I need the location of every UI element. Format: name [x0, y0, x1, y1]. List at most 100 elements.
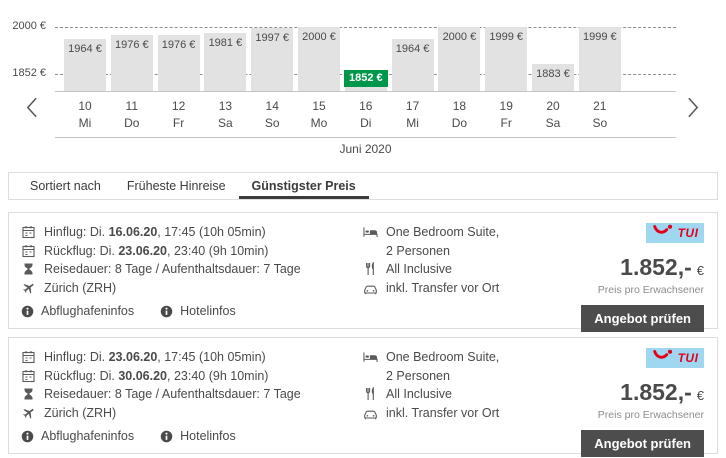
info-link-label: Hotelinfos: [180, 304, 236, 318]
car-icon: [363, 406, 378, 420]
bar-price-label: 1981 €: [208, 37, 243, 50]
date-weekday: Do: [124, 116, 140, 130]
check-offer-button[interactable]: Angebot prüfen: [581, 430, 704, 457]
price-bar[interactable]: 1981 €: [204, 33, 247, 91]
date-slot[interactable]: 13 Sa: [202, 98, 249, 132]
x-axis-line: [55, 91, 676, 92]
info-icon: [160, 430, 173, 443]
date-weekday: Mi: [78, 116, 92, 130]
restaurant-icon: [363, 262, 378, 276]
sort-tabbar: Sortiert nach Früheste Hinreise Günstigste…: [8, 172, 718, 200]
amenity-text: One Bedroom Suite, 2 Personen: [386, 225, 500, 258]
next-dates-button[interactable]: [682, 94, 704, 124]
flight-details: Hinflug: Di. 23.06.20, 17:45 (10h 05min)…: [21, 348, 363, 443]
price-value: 1.852,-: [620, 254, 692, 280]
flight-row: Rückflug: Di. 30.06.20, 23:40 (9h 10min): [21, 367, 363, 386]
flight-row: Reisedauer: 8 Tage / Aufenthaltsdauer: 7…: [21, 385, 363, 404]
date-weekday: Di: [360, 116, 372, 130]
bed-icon: [363, 350, 378, 364]
tui-logo: TUI: [646, 348, 704, 368]
date-slot[interactable]: 18 Do: [436, 98, 483, 132]
date-slot[interactable]: 14 So: [249, 98, 296, 132]
flight-row-text: Rückflug: Di. 23.06.20, 23:40 (9h 10min): [44, 243, 269, 258]
offer-list: Hinflug: Di. 16.06.20, 17:45 (10h 05min)…: [0, 212, 726, 457]
flight-row-text: Zürich (ZRH): [44, 280, 117, 295]
date-weekday: So: [264, 116, 280, 130]
info-links: Abflughafeninfos Hotelinfos: [21, 429, 363, 443]
price-bar[interactable]: 1964 €: [64, 38, 106, 91]
info-icon: [160, 305, 173, 318]
price-bar[interactable]: 2000 €: [298, 27, 340, 91]
tab-g-nstigster-preis[interactable]: Günstigster Preis: [239, 173, 369, 199]
flight-row: Zürich (ZRH): [21, 279, 363, 298]
date-slot[interactable]: 17 Mi: [389, 98, 436, 132]
amenity-text: inkl. Transfer vor Ort: [386, 280, 500, 295]
bar-price-label: 1976 €: [161, 38, 196, 51]
price-bar-selected[interactable]: 1852 €: [343, 70, 388, 91]
offer-card: Hinflug: Di. 23.06.20, 17:45 (10h 05min)…: [8, 337, 718, 457]
price-bar[interactable]: 1964 €: [391, 38, 434, 91]
plane-icon: [21, 406, 36, 420]
date-weekday: Fr: [500, 116, 512, 130]
price-bar[interactable]: 2000 €: [438, 27, 481, 91]
amenities: One Bedroom Suite, 2 Personen All Inclusiv…: [363, 223, 575, 317]
date-slot[interactable]: 15 Mo: [296, 98, 343, 132]
date-slot[interactable]: 10 Mi: [62, 98, 109, 132]
date-slot[interactable]: 19 Fr: [483, 98, 530, 132]
bar-price-label: 1976 €: [114, 38, 149, 51]
hourglass-icon: [21, 262, 36, 276]
price-bar[interactable]: 1999 €: [485, 27, 528, 91]
price-currency: €: [696, 388, 704, 403]
info-link-hotelinfos[interactable]: Hotelinfos: [160, 304, 236, 318]
info-link-hotelinfos[interactable]: Hotelinfos: [160, 429, 236, 443]
date-day: 10: [78, 99, 92, 113]
date-weekday: Sa: [545, 116, 561, 130]
info-link-abflughafeninfos[interactable]: Abflughafeninfos: [21, 429, 134, 443]
chevron-right-icon: [687, 96, 700, 122]
bar-price-label: 1964 €: [68, 42, 102, 55]
info-link-label: Abflughafeninfos: [41, 429, 135, 443]
month-separator-line: [55, 137, 676, 138]
price-bar[interactable]: 1976 €: [110, 34, 153, 91]
amenity-text: inkl. Transfer vor Ort: [386, 405, 500, 420]
flight-row-text: Rückflug: Di. 30.06.20, 23:40 (9h 10min): [44, 368, 269, 383]
info-link-label: Abflughafeninfos: [41, 304, 135, 318]
date-slot[interactable]: 11 Do: [108, 98, 155, 132]
bar-price-label: 1999 €: [489, 31, 524, 44]
amenity-text: One Bedroom Suite, 2 Personen: [386, 350, 500, 383]
flight-row-text: Hinflug: Di. 16.06.20, 17:45 (10h 05min): [44, 225, 266, 239]
date-slot[interactable]: 20 Sa: [530, 98, 577, 132]
date-day: 18: [452, 99, 467, 113]
amenity-row: One Bedroom Suite, 2 Personen: [363, 223, 575, 260]
flight-row-text: Reisedauer: 8 Tage / Aufenthaltsdauer: 7…: [44, 262, 301, 276]
calendar-icon: [21, 244, 36, 258]
flight-row-text: Hinflug: Di. 23.06.20, 17:45 (10h 05min): [44, 350, 266, 364]
date-weekday: Sa: [218, 116, 233, 130]
tui-smile-icon: [652, 348, 677, 368]
price-panel: TUI 1.852,- € Preis pro Erwachsener Ange…: [575, 348, 706, 457]
price-bar[interactable]: 1883 €: [532, 64, 574, 91]
date-slot[interactable]: 21 So: [576, 98, 623, 132]
date-day: 16: [359, 99, 373, 113]
price-bar[interactable]: 1976 €: [157, 34, 200, 91]
plane-icon: [21, 281, 36, 295]
amenities: One Bedroom Suite, 2 Personen All Inclusiv…: [363, 348, 575, 442]
price-bar[interactable]: 1997 €: [251, 28, 294, 91]
chart-plot: Juni 2020 1964 € 10 Mi 1976 € 11 Do 1976 € 12 Fr…: [55, 0, 676, 166]
tui-logo-text: TUI: [677, 226, 699, 240]
check-offer-button[interactable]: Angebot prüfen: [581, 305, 704, 332]
bar-price-label: 1997 €: [255, 32, 290, 44]
prev-dates-button[interactable]: [20, 94, 42, 124]
price-value: 1.852,-: [620, 379, 692, 405]
y-tick-label: 2000 €: [12, 20, 46, 32]
date-slot[interactable]: 16 Di: [342, 98, 389, 132]
car-icon: [363, 281, 378, 295]
price-bar[interactable]: 1999 €: [578, 27, 621, 91]
tab-fr-heste-hinreise[interactable]: Früheste Hinreise: [126, 179, 226, 193]
calendar-icon: [21, 369, 36, 383]
date-slot[interactable]: 12 Fr: [155, 98, 202, 132]
date-day: 19: [499, 99, 513, 113]
info-link-abflughafeninfos[interactable]: Abflughafeninfos: [21, 304, 134, 318]
date-weekday: Do: [451, 116, 468, 130]
bar-price-label: 2000 €: [302, 31, 336, 43]
